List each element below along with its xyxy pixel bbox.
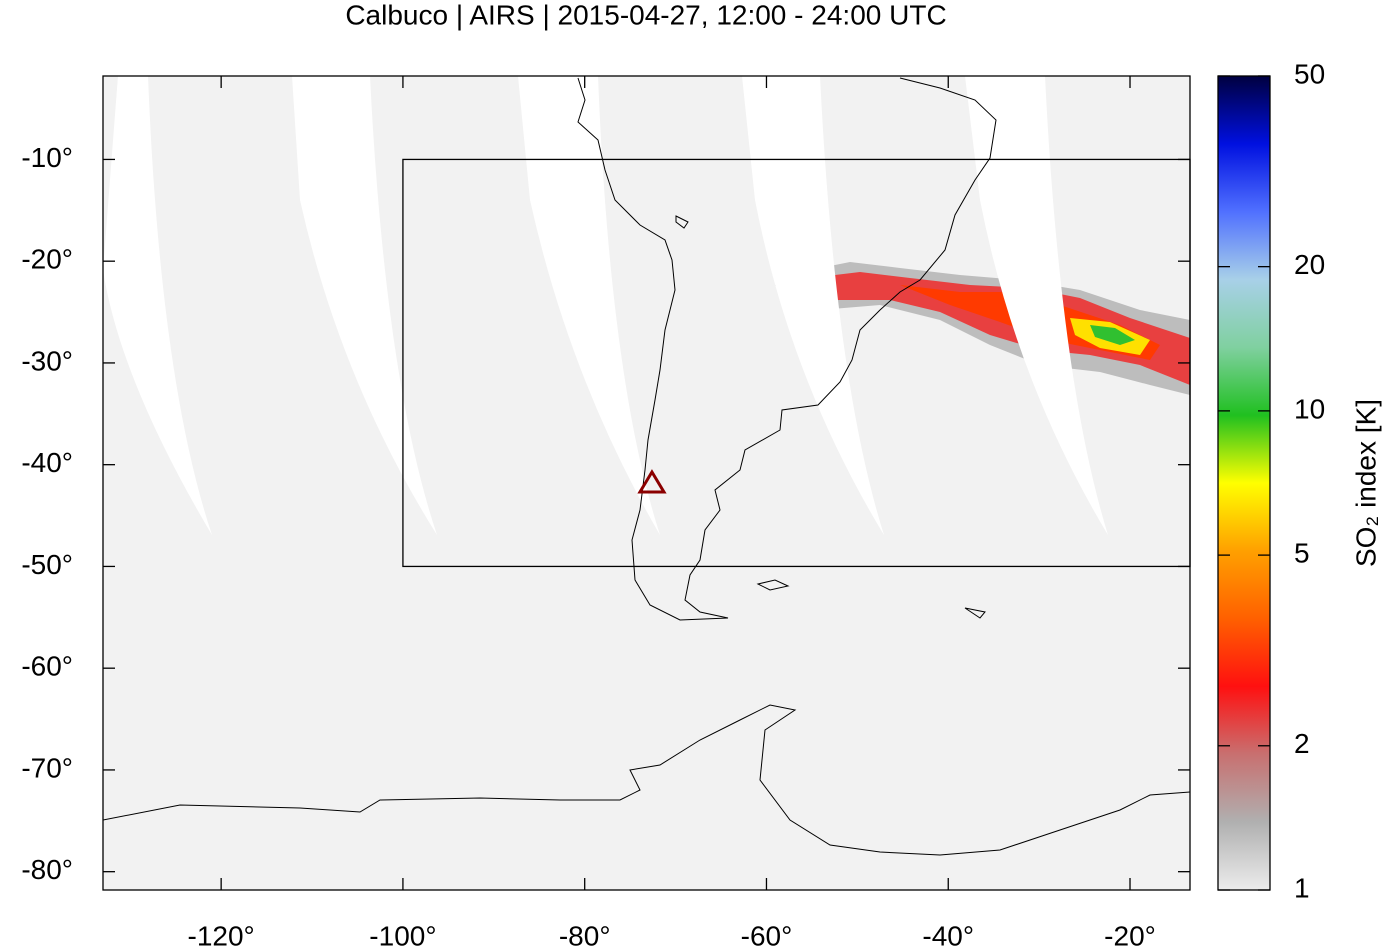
colorbar-tick-label: 5 (1294, 538, 1310, 569)
y-tick-label: -50° (21, 549, 73, 580)
y-tick-label: -60° (21, 651, 73, 682)
y-tick-label: -10° (21, 142, 73, 173)
colorbar-tick-label: 10 (1294, 393, 1325, 424)
volcano-marker (637, 469, 667, 494)
colorbar-tick-label: 50 (1294, 58, 1325, 89)
x-tick-label: -60° (741, 920, 793, 950)
y-tick-label: -20° (21, 244, 73, 275)
x-tick-label: -80° (559, 920, 611, 950)
map-area (103, 76, 1190, 890)
y-tick-label: -70° (21, 752, 73, 783)
coastlines (103, 77, 1190, 856)
x-tick-label: -100° (369, 920, 436, 950)
colorbar-label: SO₂ index [K] (1350, 399, 1381, 567)
y-tick-label: -80° (21, 854, 73, 885)
y-tick-label: -30° (21, 345, 73, 376)
colorbar-tick-label: 20 (1294, 249, 1325, 280)
colorbar-tick-label: 2 (1294, 728, 1310, 759)
x-tick-label: -20° (1104, 920, 1156, 950)
colorbar (1217, 75, 1271, 891)
y-tick-label: -40° (21, 447, 73, 478)
x-tick-label: -120° (188, 920, 255, 950)
x-tick-label: -40° (922, 920, 974, 950)
map-title: Calbuco | AIRS | 2015-04-27, 12:00 - 24:… (345, 0, 946, 30)
data-gaps (103, 76, 1108, 535)
colorbar-tick-label: 1 (1294, 872, 1310, 903)
